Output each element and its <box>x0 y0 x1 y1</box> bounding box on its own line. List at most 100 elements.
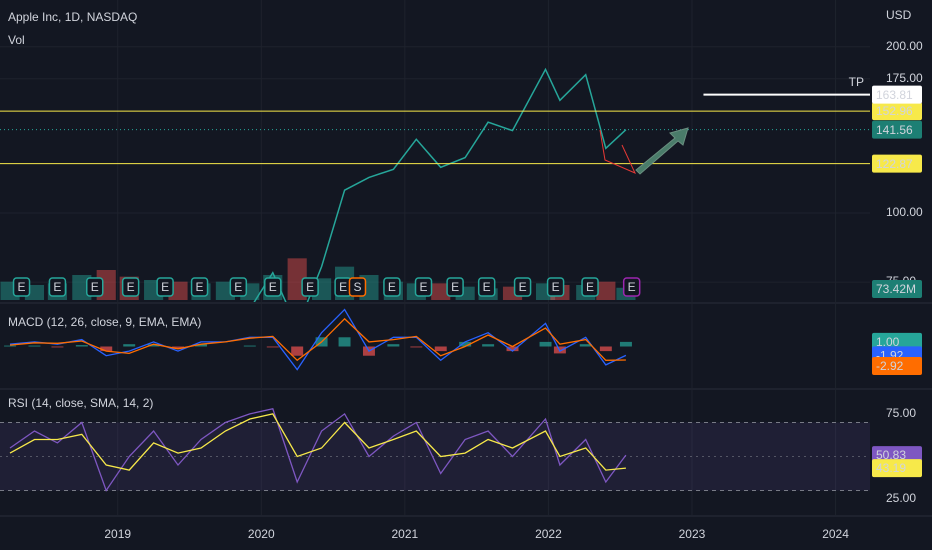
chart-title: Apple Inc, 1D, NASDAQ <box>8 10 137 24</box>
event-label: E <box>420 280 428 294</box>
level-label: 122.87 <box>876 157 913 171</box>
y-unit: USD <box>886 8 912 22</box>
event-badge <box>414 277 433 297</box>
histogram-bar <box>172 346 185 349</box>
histogram-bar <box>579 344 592 347</box>
event-label: E <box>196 280 204 294</box>
event-badge <box>190 277 209 297</box>
event-badge <box>264 277 282 297</box>
event-label: E <box>306 280 314 294</box>
histogram-bar <box>243 345 256 347</box>
event-label: E <box>127 280 135 294</box>
histogram-bar <box>387 344 400 347</box>
event-badge <box>48 277 67 297</box>
level-label-bg <box>872 102 922 121</box>
histogram-bar <box>619 341 632 347</box>
projection-arrow <box>635 127 689 175</box>
event-badge <box>12 277 31 297</box>
event-badge <box>446 277 464 297</box>
histogram-bar <box>28 345 41 347</box>
macd-line <box>9 317 626 362</box>
histogram-bar <box>338 337 351 347</box>
event-label: E <box>519 280 527 294</box>
price-line <box>253 67 627 302</box>
x-tick-label: 2020 <box>248 527 275 541</box>
event-label: E <box>161 280 169 294</box>
event-badge <box>301 277 319 297</box>
event-badge <box>121 277 140 297</box>
series-last-label: -2.92 <box>876 359 904 373</box>
histogram-last-label: 1.00 <box>876 335 900 349</box>
histogram-bar <box>51 346 64 348</box>
histogram-bar <box>459 341 472 347</box>
histogram-bar <box>410 346 423 348</box>
volume-last-label-bg <box>872 280 922 298</box>
wedge-drawing <box>599 129 637 174</box>
y-tick-label: 75.00 <box>886 406 916 420</box>
target-label: TP <box>849 75 864 89</box>
event-badge <box>383 277 401 297</box>
rsi-line <box>9 413 626 471</box>
event-label: E <box>552 280 560 294</box>
event-badge <box>546 277 565 297</box>
histogram-bar <box>75 345 88 347</box>
histogram-bar <box>539 341 552 347</box>
target-value-label: 163.81 <box>876 88 913 102</box>
level-label: 152.96 <box>876 104 913 118</box>
histogram-bar <box>100 346 113 352</box>
series-last-label-bg <box>872 459 922 478</box>
rsi-line <box>9 408 627 492</box>
x-tick-label: 2024 <box>822 527 849 541</box>
histogram-bar <box>291 346 304 356</box>
volume-bar <box>596 281 616 300</box>
event-label: E <box>234 280 242 294</box>
event-badge <box>581 277 599 297</box>
event-badge <box>477 277 496 297</box>
event-label: E <box>388 280 396 294</box>
macd-title: MACD (12, 26, close, 9, EMA, EMA) <box>8 315 201 329</box>
y-tick-label: 200.00 <box>886 39 923 53</box>
x-tick-label: 2022 <box>535 527 562 541</box>
event-label: E <box>451 280 459 294</box>
rsi-title: RSI (14, close, SMA, 14, 2) <box>8 396 153 410</box>
event-label: E <box>269 280 277 294</box>
histogram-bar <box>434 346 447 352</box>
event-label: E <box>339 280 347 294</box>
event-badge <box>348 277 367 297</box>
x-tick-label: 2023 <box>679 527 706 541</box>
event-badge <box>622 277 641 297</box>
event-badge <box>513 277 532 297</box>
series-last-label: 50.83 <box>876 448 906 462</box>
last-price-label: 141.56 <box>876 123 913 137</box>
last-price-label-bg <box>872 120 922 139</box>
y-tick-label: 25.00 <box>886 491 916 505</box>
histogram-bar <box>599 346 612 352</box>
histogram-bar <box>4 345 17 347</box>
volume-last-label: 73.42M <box>876 282 916 296</box>
volume-title: Vol <box>8 33 25 47</box>
volume-bar <box>431 283 451 300</box>
y-tick-label: 175.00 <box>886 71 923 85</box>
histogram-bar <box>147 344 160 347</box>
histogram-bar <box>266 346 279 348</box>
x-tick-label: 2019 <box>104 527 131 541</box>
event-label: E <box>586 280 594 294</box>
y-tick-label: 100.00 <box>886 205 923 219</box>
event-badge <box>86 277 104 297</box>
histogram-bar <box>123 344 136 347</box>
x-tick-label: 2021 <box>391 527 418 541</box>
layers: TPE E E E E E E E E E S E E E E E E E E <box>0 0 870 515</box>
target-value-label-bg <box>872 85 922 104</box>
level-label-bg <box>872 154 922 173</box>
histogram-bar <box>482 344 495 347</box>
event-label: E <box>53 280 61 294</box>
event-label: E <box>18 280 26 294</box>
series-last-label-bg <box>872 356 922 375</box>
event-badge <box>156 277 174 297</box>
event-label: S <box>353 280 361 294</box>
histogram-bar <box>506 346 519 352</box>
macd-line <box>9 308 627 371</box>
